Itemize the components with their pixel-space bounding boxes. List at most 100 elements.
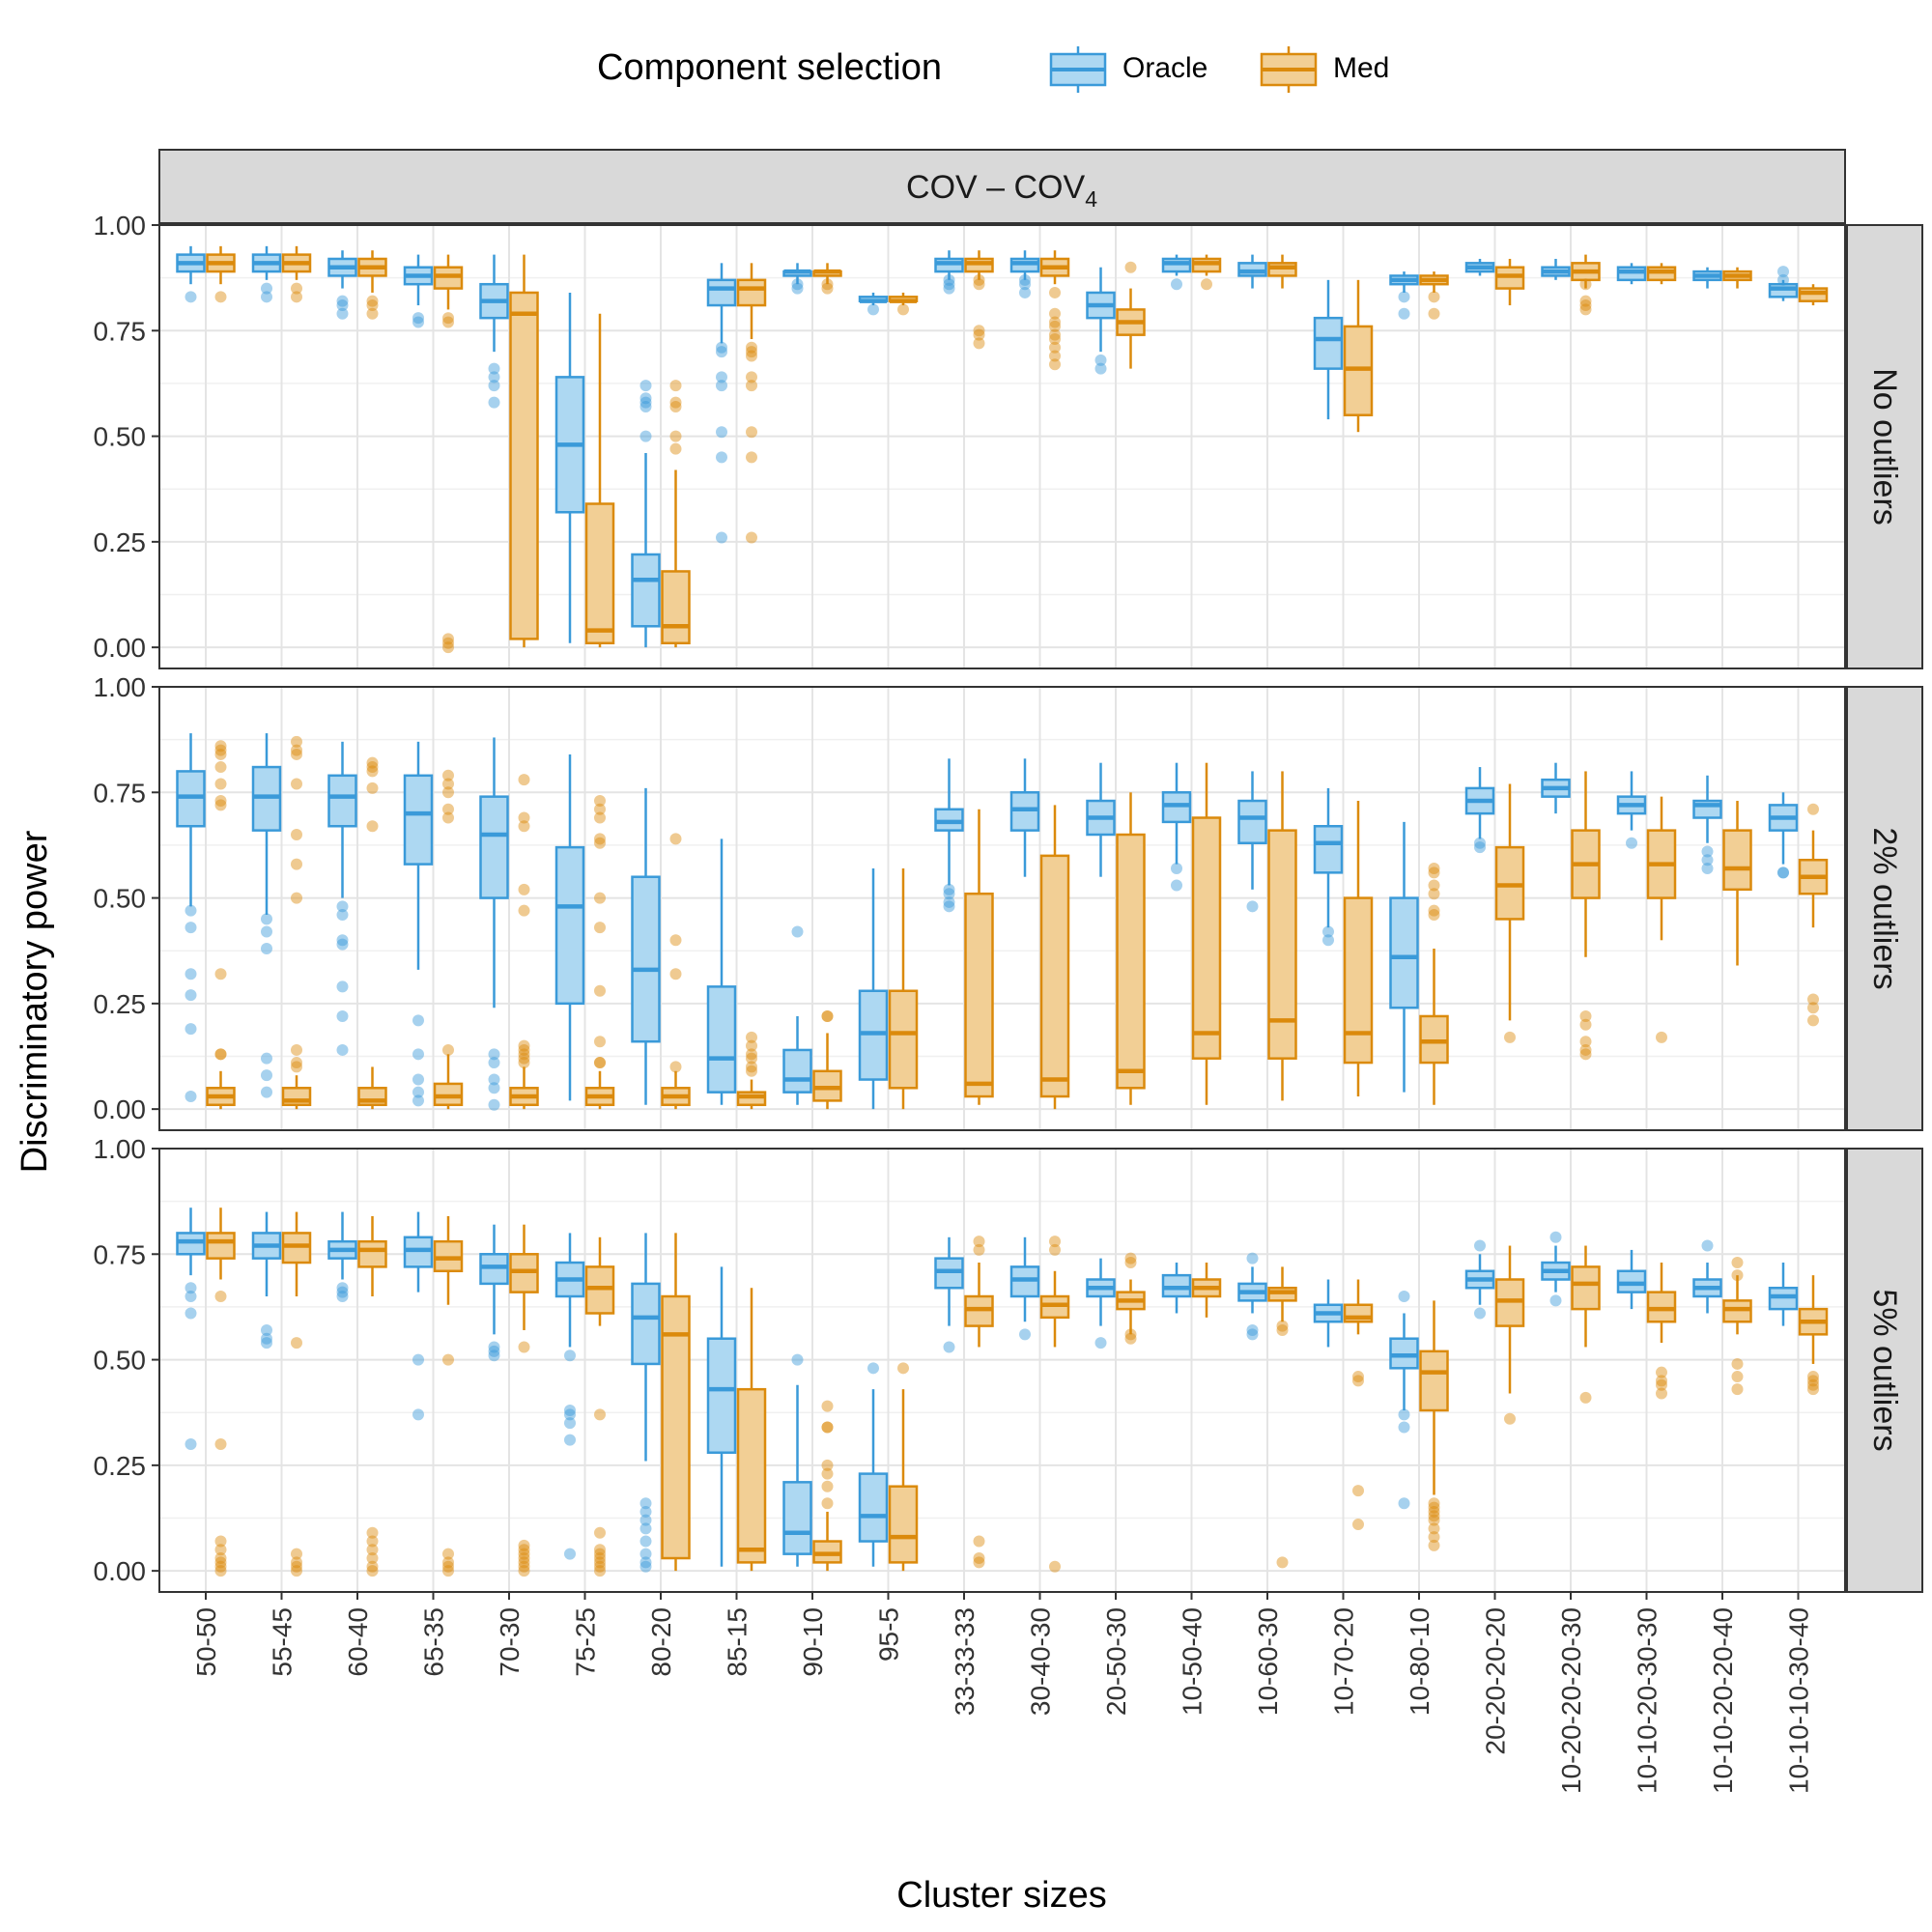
y-tick-label: 0.00 (94, 633, 147, 663)
box-iqr (357, 1239, 387, 1268)
outlier-point (1701, 845, 1714, 858)
outlier-point (564, 1434, 576, 1446)
outlier-point (1124, 1257, 1137, 1269)
box-med-60-40 (357, 756, 387, 1110)
outlier-point (594, 892, 606, 904)
outlier-point (1398, 307, 1410, 320)
box-oracle-80-20 (631, 787, 661, 1105)
box-oracle-10-50-40 (1161, 254, 1192, 291)
box-iqr (327, 774, 357, 828)
outlier-point (488, 1057, 500, 1069)
box-iqr (706, 1337, 737, 1454)
outlier-point (291, 735, 302, 748)
outlier-point (594, 1552, 606, 1565)
outlier-point (1428, 1514, 1440, 1526)
x-tick-label: 10-10-10-30-40 (1784, 1607, 1814, 1794)
outlier-point (1124, 1332, 1137, 1345)
outlier-point (261, 1332, 272, 1345)
outlier-point (1171, 278, 1182, 291)
outlier-point (1579, 1036, 1592, 1048)
box-iqr (206, 1232, 236, 1260)
outlier-point (943, 888, 955, 900)
outlier-point (291, 744, 302, 756)
box-med-10-20-20-20-30 (1571, 254, 1601, 316)
outlier-point (669, 396, 682, 409)
facet-strip-label: 5% outliers (1866, 1289, 1903, 1451)
outlier-point (746, 1031, 757, 1043)
x-tick-label: 90-10 (798, 1607, 828, 1677)
box-oracle-10-10-20-30-30 (1616, 1249, 1647, 1310)
outlier-point (1807, 1371, 1819, 1383)
panel-border (158, 224, 1846, 669)
box-med-65-35 (433, 769, 464, 1110)
box-oracle-10-10-20-30-30 (1616, 263, 1647, 285)
outlier-point (1579, 1391, 1592, 1404)
x-axis-title: Cluster sizes (896, 1875, 1107, 1916)
outlier-point (291, 282, 302, 295)
box-med-10-70-20 (1343, 801, 1374, 1097)
outlier-point (412, 1353, 424, 1366)
y-tick-label: 1.00 (94, 211, 147, 241)
outlier-point (1049, 307, 1061, 320)
outlier-point (821, 1421, 834, 1434)
outlier-point (1049, 1236, 1061, 1248)
outlier-point (261, 1052, 272, 1065)
outlier-point (518, 774, 530, 786)
outlier-point (518, 1548, 530, 1560)
box-oracle-33-33-33 (934, 250, 964, 295)
x-tick-label: 10-70-20 (1329, 1607, 1359, 1716)
box-iqr (403, 774, 434, 866)
outlier-point (1474, 1307, 1486, 1320)
outlier-point (821, 282, 834, 295)
outlier-point (366, 781, 379, 794)
outlier-point (1474, 837, 1486, 849)
outlier-point (1428, 291, 1440, 303)
outlier-point (1579, 295, 1592, 307)
box-oracle-20-50-30 (1086, 1258, 1116, 1350)
outlier-point (1322, 925, 1334, 938)
outlier-point (261, 1337, 272, 1350)
outlier-point (366, 820, 379, 833)
outlier-point (1398, 1291, 1410, 1302)
series-oracle (176, 245, 1799, 648)
outlier-point (185, 1438, 197, 1450)
outlier-point (669, 442, 682, 455)
outlier-point (261, 1086, 272, 1098)
box-oracle-50-50 (176, 245, 206, 303)
box-oracle-10-60-30 (1237, 771, 1267, 913)
outlier-point (716, 451, 727, 464)
box-oracle-60-40 (327, 741, 357, 1056)
outlier-point (336, 307, 349, 320)
outlier-point (261, 1323, 272, 1336)
box-oracle-55-45 (251, 733, 282, 1098)
outlier-point (1549, 1231, 1562, 1243)
outlier-point (669, 1061, 682, 1073)
outlier-point (746, 346, 757, 358)
outlier-point (442, 1560, 454, 1573)
outlier-point (1428, 1522, 1440, 1535)
x-tick-label: 70-30 (495, 1607, 525, 1677)
box-iqr (888, 989, 919, 1090)
outlier-point (1504, 1412, 1516, 1425)
box-oracle-85-15 (706, 838, 737, 1105)
outlier-point (518, 1052, 530, 1065)
outlier-point (1807, 1375, 1819, 1387)
y-tick-label: 0.75 (94, 778, 147, 808)
outlier-point (1428, 1510, 1440, 1522)
box-med-30-40-30 (1039, 250, 1070, 371)
outlier-point (366, 1552, 379, 1565)
box-iqr (1343, 896, 1374, 1065)
facet-strip-top: COV – COV4 (158, 149, 1846, 224)
box-med-10-50-40 (1191, 254, 1222, 291)
box-iqr (1389, 896, 1419, 1009)
box-med-10-80-10 (1419, 271, 1449, 320)
outlier-point (821, 1497, 834, 1510)
outlier-point (185, 989, 197, 1002)
box-oracle-75-25 (554, 292, 585, 643)
outlier-point (518, 820, 530, 833)
outlier-point (214, 778, 227, 790)
x-tick-label: 60-40 (343, 1607, 373, 1677)
y-tick-label: 0.75 (94, 316, 147, 346)
box-med-10-10-10-30-40 (1798, 803, 1829, 1027)
outlier-point (1428, 1505, 1440, 1518)
